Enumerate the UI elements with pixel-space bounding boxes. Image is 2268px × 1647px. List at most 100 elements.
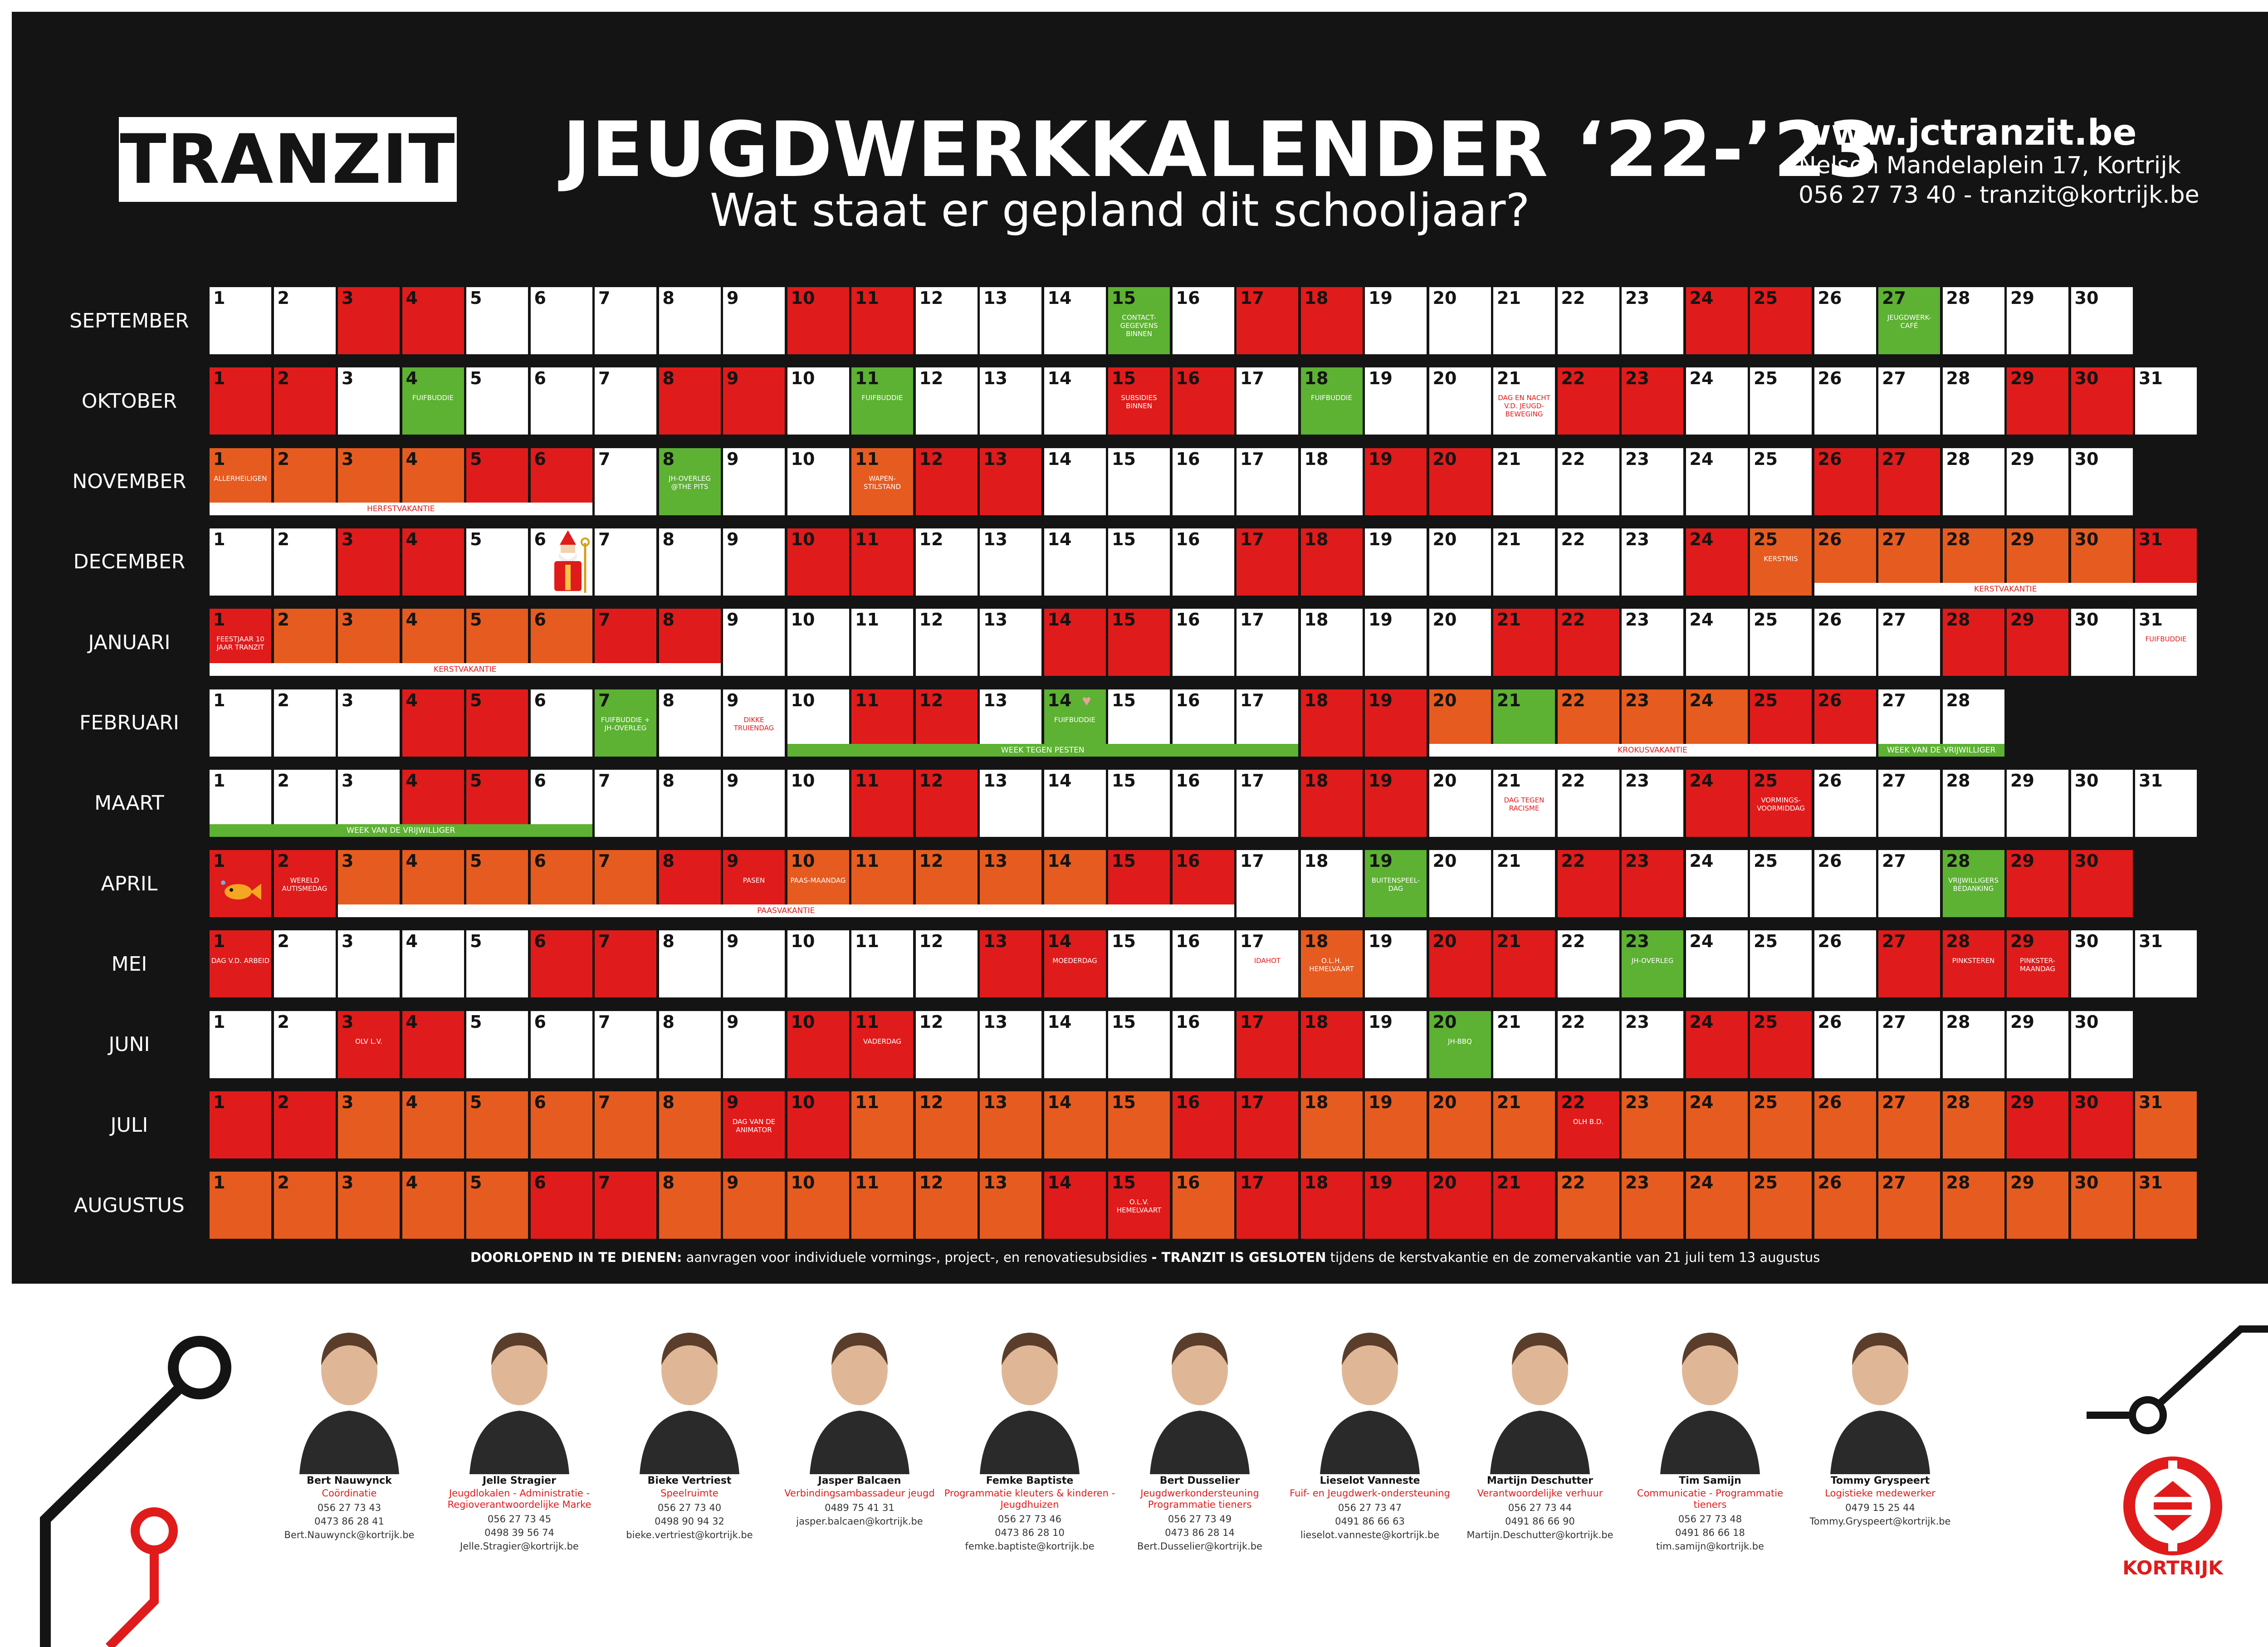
day-cell-februari-3[interactable]: 3 xyxy=(338,689,400,757)
day-cell-augustus-18[interactable]: 18 xyxy=(1300,1172,1363,1239)
day-cell-mei-20[interactable]: 20 xyxy=(1429,930,1491,998)
day-cell-oktober-11[interactable]: 11 FUIFBUDDIE xyxy=(851,367,913,435)
day-cell-december-3[interactable]: 3 xyxy=(338,528,400,596)
day-cell-januari-20[interactable]: 20 xyxy=(1429,609,1491,676)
day-cell-september-15[interactable]: 15 CONTACT-GEGEVENS BINNEN xyxy=(1108,287,1170,354)
day-cell-mei-12[interactable]: 12 xyxy=(915,930,978,998)
day-cell-november-25[interactable]: 25 xyxy=(1750,448,1812,515)
day-cell-september-24[interactable]: 24 xyxy=(1686,287,1748,354)
day-cell-december-19[interactable]: 19 xyxy=(1365,528,1427,596)
day-cell-mei-31[interactable]: 31 xyxy=(2135,930,2197,998)
website-link[interactable]: www.jctranzit.be xyxy=(1799,112,2137,153)
day-cell-september-17[interactable]: 17 xyxy=(1237,287,1298,354)
day-cell-juli-21[interactable]: 21 xyxy=(1493,1091,1555,1158)
day-cell-maart-14[interactable]: 14 xyxy=(1044,769,1106,837)
day-cell-november-15[interactable]: 15 xyxy=(1108,448,1170,515)
team-member-email[interactable]: Tommy.Gryspeert@kortrijk.be xyxy=(1809,1516,1951,1527)
day-cell-juni-5[interactable]: 5 xyxy=(466,1011,528,1078)
day-cell-december-8[interactable]: 8 xyxy=(659,528,721,596)
day-cell-april-17[interactable]: 17 xyxy=(1237,850,1298,918)
day-cell-juli-11[interactable]: 11 xyxy=(851,1091,913,1158)
day-cell-januari-13[interactable]: 13 xyxy=(980,609,1041,676)
day-cell-oktober-2[interactable]: 2 xyxy=(274,367,336,435)
day-cell-juli-29[interactable]: 29 xyxy=(2007,1091,2068,1158)
day-cell-maart-25[interactable]: 25 VORMINGS-VOORMIDDAG xyxy=(1750,769,1812,837)
day-cell-mei-27[interactable]: 27 xyxy=(1878,930,1940,998)
day-cell-januari-28[interactable]: 28 xyxy=(1942,609,2004,676)
day-cell-maart-23[interactable]: 23 xyxy=(1622,769,1683,837)
day-cell-april-18[interactable]: 18 xyxy=(1300,850,1363,918)
day-cell-november-23[interactable]: 23 xyxy=(1622,448,1683,515)
day-cell-juli-6[interactable]: 6 xyxy=(530,1091,592,1158)
day-cell-augustus-28[interactable]: 28 xyxy=(1942,1172,2004,1239)
day-cell-mei-4[interactable]: 4 xyxy=(402,930,464,998)
day-cell-september-29[interactable]: 29 xyxy=(2007,287,2068,354)
day-cell-januari-11[interactable]: 11 xyxy=(851,609,913,676)
day-cell-maart-27[interactable]: 27 xyxy=(1878,769,1940,837)
day-cell-januari-29[interactable]: 29 xyxy=(2007,609,2068,676)
day-cell-september-11[interactable]: 11 xyxy=(851,287,913,354)
day-cell-september-4[interactable]: 4 xyxy=(402,287,464,354)
day-cell-augustus-10[interactable]: 10 xyxy=(787,1172,849,1239)
day-cell-januari-16[interactable]: 16 xyxy=(1172,609,1234,676)
day-cell-oktober-18[interactable]: 18 FUIFBUDDIE xyxy=(1300,367,1363,435)
day-cell-december-15[interactable]: 15 xyxy=(1108,528,1170,596)
day-cell-september-27[interactable]: 27 JEUGDWERK-CAFÉ xyxy=(1878,287,1940,354)
day-cell-september-6[interactable]: 6 xyxy=(530,287,592,354)
day-cell-juli-13[interactable]: 13 xyxy=(980,1091,1041,1158)
day-cell-maart-24[interactable]: 24 xyxy=(1686,769,1748,837)
day-cell-juni-23[interactable]: 23 xyxy=(1622,1011,1683,1078)
day-cell-augustus-16[interactable]: 16 xyxy=(1172,1172,1234,1239)
day-cell-september-22[interactable]: 22 xyxy=(1557,287,1619,354)
day-cell-mei-17[interactable]: 17 IDAHOT xyxy=(1237,930,1298,998)
day-cell-juni-7[interactable]: 7 xyxy=(595,1011,656,1078)
day-cell-september-14[interactable]: 14 xyxy=(1044,287,1106,354)
day-cell-juli-3[interactable]: 3 xyxy=(338,1091,400,1158)
day-cell-maart-18[interactable]: 18 xyxy=(1300,769,1363,837)
day-cell-augustus-26[interactable]: 26 xyxy=(1814,1172,1876,1239)
day-cell-maart-11[interactable]: 11 xyxy=(851,769,913,837)
day-cell-augustus-27[interactable]: 27 xyxy=(1878,1172,1940,1239)
day-cell-januari-12[interactable]: 12 xyxy=(915,609,978,676)
day-cell-oktober-14[interactable]: 14 xyxy=(1044,367,1106,435)
day-cell-augustus-19[interactable]: 19 xyxy=(1365,1172,1427,1239)
day-cell-mei-30[interactable]: 30 xyxy=(2071,930,2133,998)
day-cell-maart-20[interactable]: 20 xyxy=(1429,769,1491,837)
day-cell-oktober-24[interactable]: 24 xyxy=(1686,367,1748,435)
day-cell-september-5[interactable]: 5 xyxy=(466,287,528,354)
day-cell-juli-8[interactable]: 8 xyxy=(659,1091,721,1158)
team-member-email[interactable]: femke.baptiste@kortrijk.be xyxy=(965,1541,1095,1552)
day-cell-september-13[interactable]: 13 xyxy=(980,287,1041,354)
day-cell-mei-1[interactable]: 1 DAG V.D. ARBEID xyxy=(210,930,271,998)
day-cell-juni-20[interactable]: 20 JH-BBQ xyxy=(1429,1011,1491,1078)
day-cell-maart-28[interactable]: 28 xyxy=(1942,769,2004,837)
day-cell-januari-23[interactable]: 23 xyxy=(1622,609,1683,676)
day-cell-april-25[interactable]: 25 xyxy=(1750,850,1812,918)
day-cell-juli-25[interactable]: 25 xyxy=(1750,1091,1812,1158)
day-cell-november-19[interactable]: 19 xyxy=(1365,448,1427,515)
day-cell-juni-29[interactable]: 29 xyxy=(2007,1011,2068,1078)
day-cell-mei-7[interactable]: 7 xyxy=(595,930,656,998)
day-cell-november-27[interactable]: 27 xyxy=(1878,448,1940,515)
day-cell-juli-22[interactable]: 22 OLH B.D. xyxy=(1557,1091,1619,1158)
day-cell-juni-26[interactable]: 26 xyxy=(1814,1011,1876,1078)
day-cell-november-13[interactable]: 13 xyxy=(980,448,1041,515)
day-cell-juli-23[interactable]: 23 xyxy=(1622,1091,1683,1158)
day-cell-februari-2[interactable]: 2 xyxy=(274,689,336,757)
day-cell-november-22[interactable]: 22 xyxy=(1557,448,1619,515)
day-cell-juli-17[interactable]: 17 xyxy=(1237,1091,1298,1158)
day-cell-januari-22[interactable]: 22 xyxy=(1557,609,1619,676)
day-cell-december-14[interactable]: 14 xyxy=(1044,528,1106,596)
day-cell-november-10[interactable]: 10 xyxy=(787,448,849,515)
day-cell-september-28[interactable]: 28 xyxy=(1942,287,2004,354)
day-cell-augustus-7[interactable]: 7 xyxy=(595,1172,656,1239)
day-cell-november-8[interactable]: 8 JH-OVERLEG @THE PITS xyxy=(659,448,721,515)
day-cell-oktober-31[interactable]: 31 xyxy=(2135,367,2197,435)
day-cell-september-26[interactable]: 26 xyxy=(1814,287,1876,354)
day-cell-juni-4[interactable]: 4 xyxy=(402,1011,464,1078)
day-cell-augustus-23[interactable]: 23 xyxy=(1622,1172,1683,1239)
day-cell-oktober-4[interactable]: 4 FUIFBUDDIE xyxy=(402,367,464,435)
day-cell-mei-13[interactable]: 13 xyxy=(980,930,1041,998)
team-member-email[interactable]: bieke.vertriest@kortrijk.be xyxy=(626,1530,753,1540)
day-cell-december-25[interactable]: 25 KERSTMIS xyxy=(1750,528,1812,596)
